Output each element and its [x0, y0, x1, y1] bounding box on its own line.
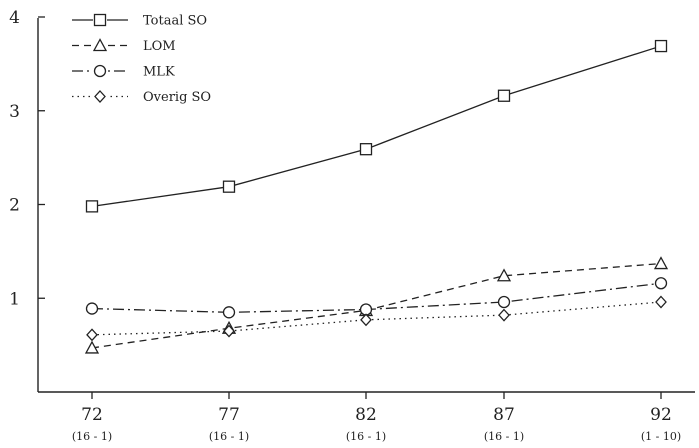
legend-item-lom: LOM — [72, 38, 176, 54]
series-line-totaal-so — [91, 45, 662, 208]
point-mlk-77 — [222, 306, 236, 319]
point-overig-so-77 — [223, 324, 235, 338]
point-totaal-so-87 — [497, 89, 511, 102]
point-totaal-so-72 — [85, 200, 99, 213]
x-sublabel-92: (1 - 10) — [641, 430, 681, 443]
x-sublabel-77: (16 - 1) — [209, 430, 249, 443]
x-tick-label-72: 72 — [81, 405, 103, 425]
point-totaal-so-92 — [654, 39, 668, 53]
series-totaal-so — [85, 39, 668, 213]
point-lom-72 — [84, 340, 100, 354]
point-mlk-87 — [497, 295, 511, 309]
series-line-mlk — [91, 282, 662, 313]
point-overig-so-87 — [498, 308, 510, 322]
series-overig-so — [86, 295, 667, 342]
y-tick-label-4: 4 — [9, 8, 20, 28]
legend-item-mlk: MLK — [72, 64, 175, 80]
point-lom-87 — [496, 268, 512, 282]
series-layer — [84, 39, 669, 354]
point-overig-so-92 — [655, 295, 667, 309]
x-tick-label-92: 92 — [650, 405, 672, 425]
legend-item-overig-so: Overig SO — [72, 89, 211, 105]
point-overig-so-82 — [360, 313, 372, 327]
series-lom — [84, 256, 669, 354]
legend-marker-lom — [92, 38, 108, 52]
point-totaal-so-77 — [222, 180, 236, 193]
point-totaal-so-82 — [359, 143, 373, 156]
point-mlk-92 — [654, 277, 668, 290]
y-tick-label-1: 1 — [9, 289, 20, 309]
legend-label-overig-so: Overig SO — [143, 90, 211, 105]
legend-item-totaal-so: Totaal SO — [72, 13, 207, 29]
x-tick-label-82: 82 — [355, 405, 377, 425]
axes: 1 2 3 4 72 (16 - 1) 77 (16 - 1) 82 (16 - 1) 87 (16 … — [9, 8, 695, 443]
x-sublabel-72: (16 - 1) — [72, 430, 112, 443]
x-tick-label-87: 87 — [493, 405, 515, 425]
x-tick-label-77: 77 — [218, 405, 240, 425]
point-overig-so-72 — [86, 328, 98, 342]
legend: Totaal SO LOM MLK Overig SO — [72, 13, 211, 105]
x-sublabel-82: (16 - 1) — [346, 430, 386, 443]
series-mlk — [85, 277, 668, 319]
point-lom-92 — [653, 256, 669, 270]
x-sublabel-87: (16 - 1) — [484, 430, 524, 443]
legend-marker-mlk — [93, 64, 107, 78]
series-line-overig-so — [91, 301, 662, 336]
legend-marker-totaal-so — [93, 13, 107, 27]
legend-label-totaal-so: Totaal SO — [143, 14, 207, 29]
legend-marker-overig-so — [94, 90, 106, 103]
y-tick-label-3: 3 — [9, 102, 20, 122]
point-mlk-72 — [85, 302, 99, 315]
legend-label-mlk: MLK — [143, 65, 175, 80]
legend-label-lom: LOM — [143, 39, 176, 54]
series-line-lom — [91, 262, 662, 349]
y-tick-label-2: 2 — [9, 196, 20, 216]
